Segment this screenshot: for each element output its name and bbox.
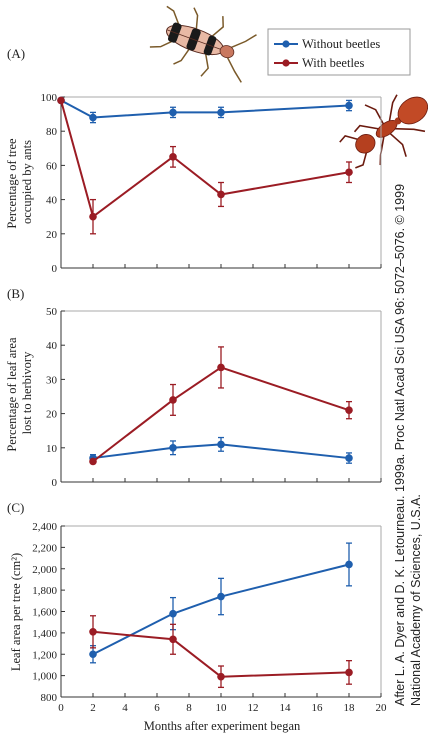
y-tick-label: 60 [46,160,58,172]
series-line [60,100,350,218]
y-tick-label: 0 [52,263,58,275]
x-tick-label: 6 [154,702,160,714]
series-line [92,630,350,678]
panel-label-c: (C) [7,500,24,515]
legend-box [267,28,411,76]
ylabel-c: Leaf area per tree (cm²) [9,553,23,671]
xlabel: Months after experiment began [144,719,301,733]
legend-label-with: With beetles [302,56,364,70]
x-tick-label: 4 [122,702,128,714]
data-point [169,444,177,452]
y-tick-label: 20 [46,229,58,241]
y-tick-label: 40 [46,195,58,207]
data-point [169,609,177,618]
y-tick-label: 20 [46,409,58,421]
data-point [345,560,353,569]
x-tick-label: 18 [344,702,356,714]
data-point [217,592,225,601]
y-tick-label: 0 [52,477,58,489]
panel-c: 800 1,000 1,200 1,400 1,600 1,800 2,000 2,200 2,… [32,521,387,714]
data-point [89,650,97,659]
series-with-beetles [89,346,353,466]
x-tick-label: 16 [312,702,324,714]
data-point [57,96,65,105]
ylabel-b: Percentage of leaf area lost to herbivor… [5,334,34,451]
panel-label-a: (A) [7,46,25,61]
series-with-beetles [57,96,353,235]
x-tick-label: 0 [58,702,64,714]
plots: 020406080100010203040508001,0001,2001,40… [32,92,387,714]
y-tick-label: 1,400 [32,628,57,640]
data-point [217,190,225,199]
y-tick-label: 1,200 [32,649,57,661]
y-tick-label: 100 [41,92,58,104]
data-point [345,168,353,177]
data-point [217,363,225,372]
y-tick-label: 2,400 [32,521,57,533]
series-line [92,563,350,656]
series-line [92,443,350,460]
y-tick-label: 800 [41,692,58,704]
ylabel-a: Percentage of tree occupied by ants [5,135,34,228]
y-tick-label: 10 [46,443,58,455]
data-point [89,457,97,466]
legend-marker-without [282,40,290,48]
legend: Without beetles With beetles [267,28,411,76]
x-tick-label: 10 [216,702,228,714]
panel-a: 0 20 40 60 80 100 [41,92,382,275]
y-tick-label: 1,000 [32,671,57,683]
beetle-icon [149,5,257,83]
ant-icon [339,94,429,169]
x-tick-label: 20 [376,702,388,714]
credit-line-2: National Academy of Sciences, U.S.A. [409,494,423,706]
data-point [169,396,177,404]
series-without-beetles [57,96,353,124]
data-point [345,101,353,110]
series-line [60,99,350,119]
y-tick-label: 80 [46,126,58,138]
data-point [345,454,353,462]
legend-marker-with [282,59,290,67]
x-tick-label: 14 [280,702,292,714]
data-point [169,153,177,161]
data-point [89,212,97,221]
credit-line-1: After L. A. Dyer and D. K. Letourneau. 1… [393,184,407,706]
y-tick-label: 1,800 [32,585,57,597]
x-tick-label: 2 [90,702,96,714]
data-point [89,113,97,122]
data-point [345,406,353,414]
data-point [89,628,97,636]
legend-label-without: Without beetles [302,37,380,51]
data-point [169,635,177,644]
data-point [217,672,225,681]
x-tick-label: 12 [248,702,259,714]
series-without-beetles [89,436,353,464]
y-tick-label: 2,200 [32,542,57,554]
y-tick-label: 1,600 [32,607,57,619]
y-tick-label: 30 [46,374,58,386]
y-tick-label: 50 [46,306,58,318]
y-tick-label: 40 [46,340,58,352]
data-point [169,108,177,117]
y-tick-label: 2,000 [32,564,57,576]
x-tick-label: 8 [186,702,192,714]
panel-label-b: (B) [7,286,24,301]
data-point [345,668,353,677]
data-point [217,108,225,117]
data-point [217,440,225,449]
series-with-beetles [89,615,353,689]
series-without-beetles [89,542,353,664]
panel-b: 0 10 20 30 40 50 [46,306,382,489]
series-line [92,366,350,463]
